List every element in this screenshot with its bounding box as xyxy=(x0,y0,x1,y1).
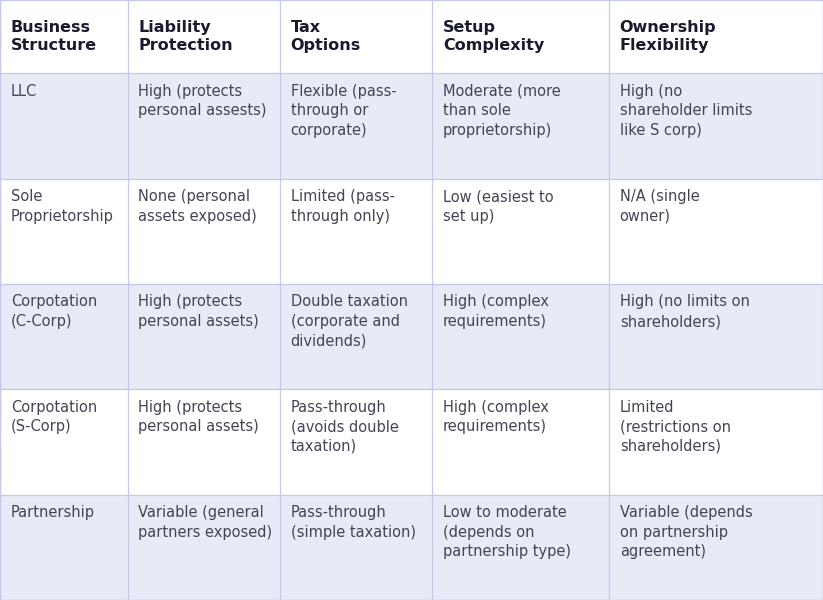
Text: High (complex
requirements): High (complex requirements) xyxy=(443,295,549,329)
Bar xyxy=(128,73,280,179)
Bar xyxy=(432,0,609,73)
Text: Variable (depends
on partnership
agreement): Variable (depends on partnership agreeme… xyxy=(620,505,752,559)
Bar xyxy=(432,73,609,179)
Text: Liability
Protection: Liability Protection xyxy=(138,20,233,53)
Text: Tax
Options: Tax Options xyxy=(291,20,360,53)
Text: High (protects
personal assets): High (protects personal assets) xyxy=(138,400,259,434)
Text: Ownership
Flexibility: Ownership Flexibility xyxy=(620,20,716,53)
Bar xyxy=(280,389,432,494)
Bar xyxy=(0,179,128,284)
Text: Limited
(restrictions on
shareholders): Limited (restrictions on shareholders) xyxy=(620,400,731,454)
Bar xyxy=(128,284,280,389)
Text: N/A (single
owner): N/A (single owner) xyxy=(620,189,700,224)
Bar xyxy=(128,494,280,600)
Text: Pass-through
(avoids double
taxation): Pass-through (avoids double taxation) xyxy=(291,400,398,454)
Bar xyxy=(609,494,823,600)
Bar xyxy=(432,179,609,284)
Bar xyxy=(609,284,823,389)
Text: High (protects
personal assets): High (protects personal assets) xyxy=(138,295,259,329)
Text: Setup
Complexity: Setup Complexity xyxy=(443,20,544,53)
Text: LLC: LLC xyxy=(11,84,37,99)
Text: Corpotation
(C-Corp): Corpotation (C-Corp) xyxy=(11,295,97,329)
Bar xyxy=(0,284,128,389)
Bar xyxy=(280,284,432,389)
Bar xyxy=(280,179,432,284)
Text: Low (easiest to
set up): Low (easiest to set up) xyxy=(443,189,553,224)
Bar xyxy=(280,494,432,600)
Bar xyxy=(280,73,432,179)
Text: Corpotation
(S-Corp): Corpotation (S-Corp) xyxy=(11,400,97,434)
Text: Pass-through
(simple taxation): Pass-through (simple taxation) xyxy=(291,505,416,540)
Bar xyxy=(432,284,609,389)
Text: Moderate (more
than sole
proprietorship): Moderate (more than sole proprietorship) xyxy=(443,84,560,138)
Text: None (personal
assets exposed): None (personal assets exposed) xyxy=(138,189,257,224)
Bar xyxy=(432,494,609,600)
Bar xyxy=(609,179,823,284)
Text: Business
Structure: Business Structure xyxy=(11,20,97,53)
Text: High (complex
requirements): High (complex requirements) xyxy=(443,400,549,434)
Text: High (protects
personal assests): High (protects personal assests) xyxy=(138,84,267,118)
Bar xyxy=(128,0,280,73)
Bar xyxy=(609,73,823,179)
Bar xyxy=(280,0,432,73)
Text: Limited (pass-
through only): Limited (pass- through only) xyxy=(291,189,394,224)
Text: High (no limits on
shareholders): High (no limits on shareholders) xyxy=(620,295,750,329)
Bar xyxy=(128,179,280,284)
Bar xyxy=(128,389,280,494)
Bar xyxy=(0,0,128,73)
Bar xyxy=(0,73,128,179)
Text: Double taxation
(corporate and
dividends): Double taxation (corporate and dividends… xyxy=(291,295,407,349)
Bar xyxy=(0,389,128,494)
Text: High (no
shareholder limits
like S corp): High (no shareholder limits like S corp) xyxy=(620,84,752,138)
Text: Flexible (pass-
through or
corporate): Flexible (pass- through or corporate) xyxy=(291,84,396,138)
Bar xyxy=(0,494,128,600)
Text: Partnership: Partnership xyxy=(11,505,95,520)
Bar xyxy=(609,389,823,494)
Text: Variable (general
partners exposed): Variable (general partners exposed) xyxy=(138,505,272,540)
Bar xyxy=(432,389,609,494)
Text: Low to moderate
(depends on
partnership type): Low to moderate (depends on partnership … xyxy=(443,505,571,559)
Bar xyxy=(609,0,823,73)
Text: Sole
Proprietorship: Sole Proprietorship xyxy=(11,189,114,224)
